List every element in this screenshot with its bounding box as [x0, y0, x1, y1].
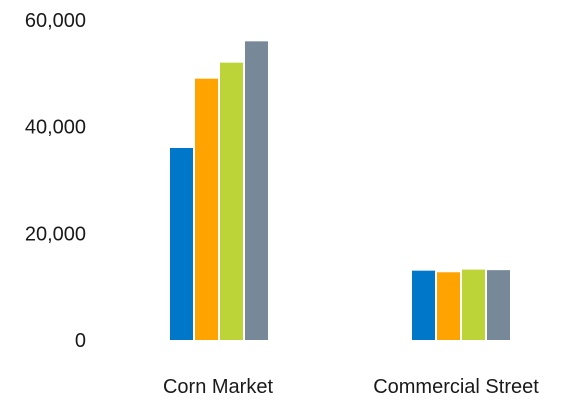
- bar: [462, 269, 485, 340]
- y-tick-label: 0: [75, 330, 86, 352]
- y-tick-label: 60,000: [25, 10, 86, 32]
- bars: [170, 41, 510, 341]
- bar: [195, 78, 218, 341]
- x-axis: Corn Market Commercial Street: [163, 376, 539, 398]
- bar-group: [412, 269, 510, 340]
- y-tick-label: 40,000: [25, 117, 86, 139]
- bar: [220, 62, 243, 341]
- x-category-label: Commercial Street: [373, 376, 539, 398]
- bar: [437, 272, 460, 340]
- bar: [487, 270, 510, 340]
- y-axis: 0 20,000 40,000 60,000: [25, 10, 86, 352]
- bar: [245, 41, 268, 340]
- bar-group: [170, 41, 268, 341]
- bar: [412, 270, 435, 340]
- bar: [170, 148, 193, 340]
- y-tick-label: 20,000: [25, 223, 86, 245]
- x-category-label: Corn Market: [163, 376, 273, 398]
